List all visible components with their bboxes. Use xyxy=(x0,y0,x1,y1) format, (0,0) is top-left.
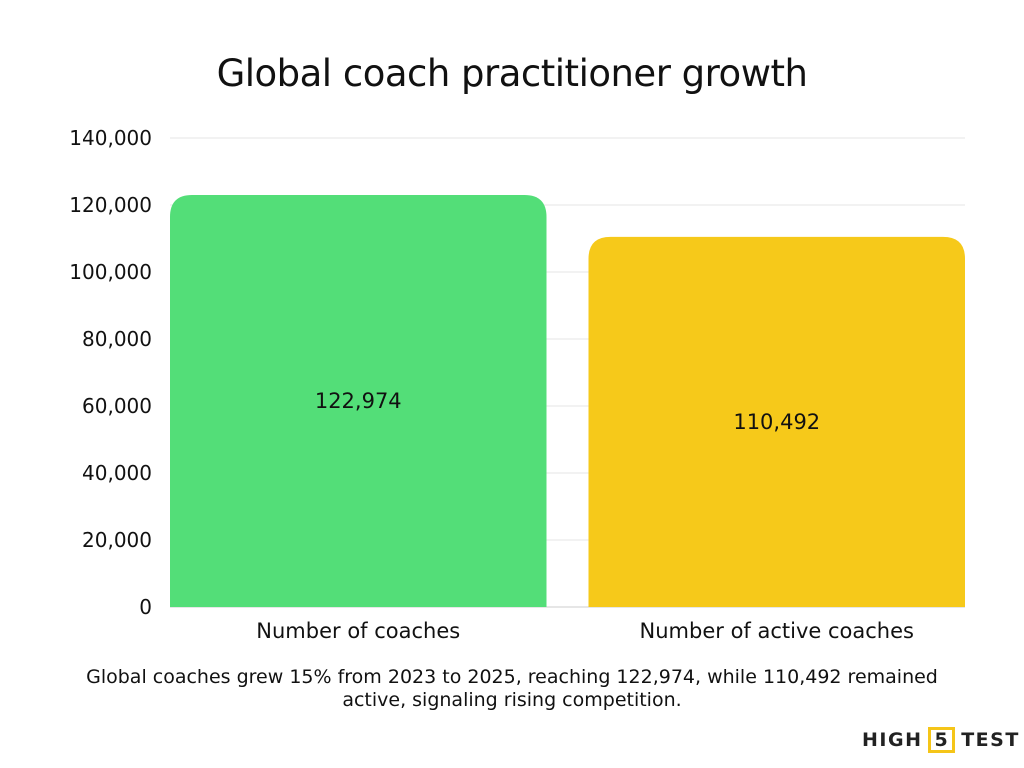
y-tick-label: 0 xyxy=(139,595,152,619)
chart-caption: Global coaches grew 15% from 2023 to 202… xyxy=(86,666,938,711)
y-tick-label: 40,000 xyxy=(82,461,152,485)
logo-text-left: HIGH xyxy=(862,729,923,751)
logo-five: 5 xyxy=(928,727,956,753)
chart-title: Global coach practitioner growth xyxy=(216,52,808,95)
y-tick-label: 60,000 xyxy=(82,394,152,418)
logo-text-right: TEST xyxy=(961,729,1020,751)
y-tick-label: 140,000 xyxy=(69,126,152,150)
y-tick-label: 120,000 xyxy=(69,193,152,217)
high5test-logo: HIGH 5 TEST xyxy=(862,727,1020,753)
bar xyxy=(588,236,965,607)
y-tick-label: 100,000 xyxy=(69,260,152,284)
bar xyxy=(170,195,547,607)
y-tick-label: 20,000 xyxy=(82,528,152,552)
x-tick-label: Number of active coaches xyxy=(640,619,914,643)
y-tick-label: 80,000 xyxy=(82,327,152,351)
x-tick-label: Number of coaches xyxy=(256,619,460,643)
data-label: 110,492 xyxy=(733,410,820,434)
data-label: 122,974 xyxy=(315,389,402,413)
